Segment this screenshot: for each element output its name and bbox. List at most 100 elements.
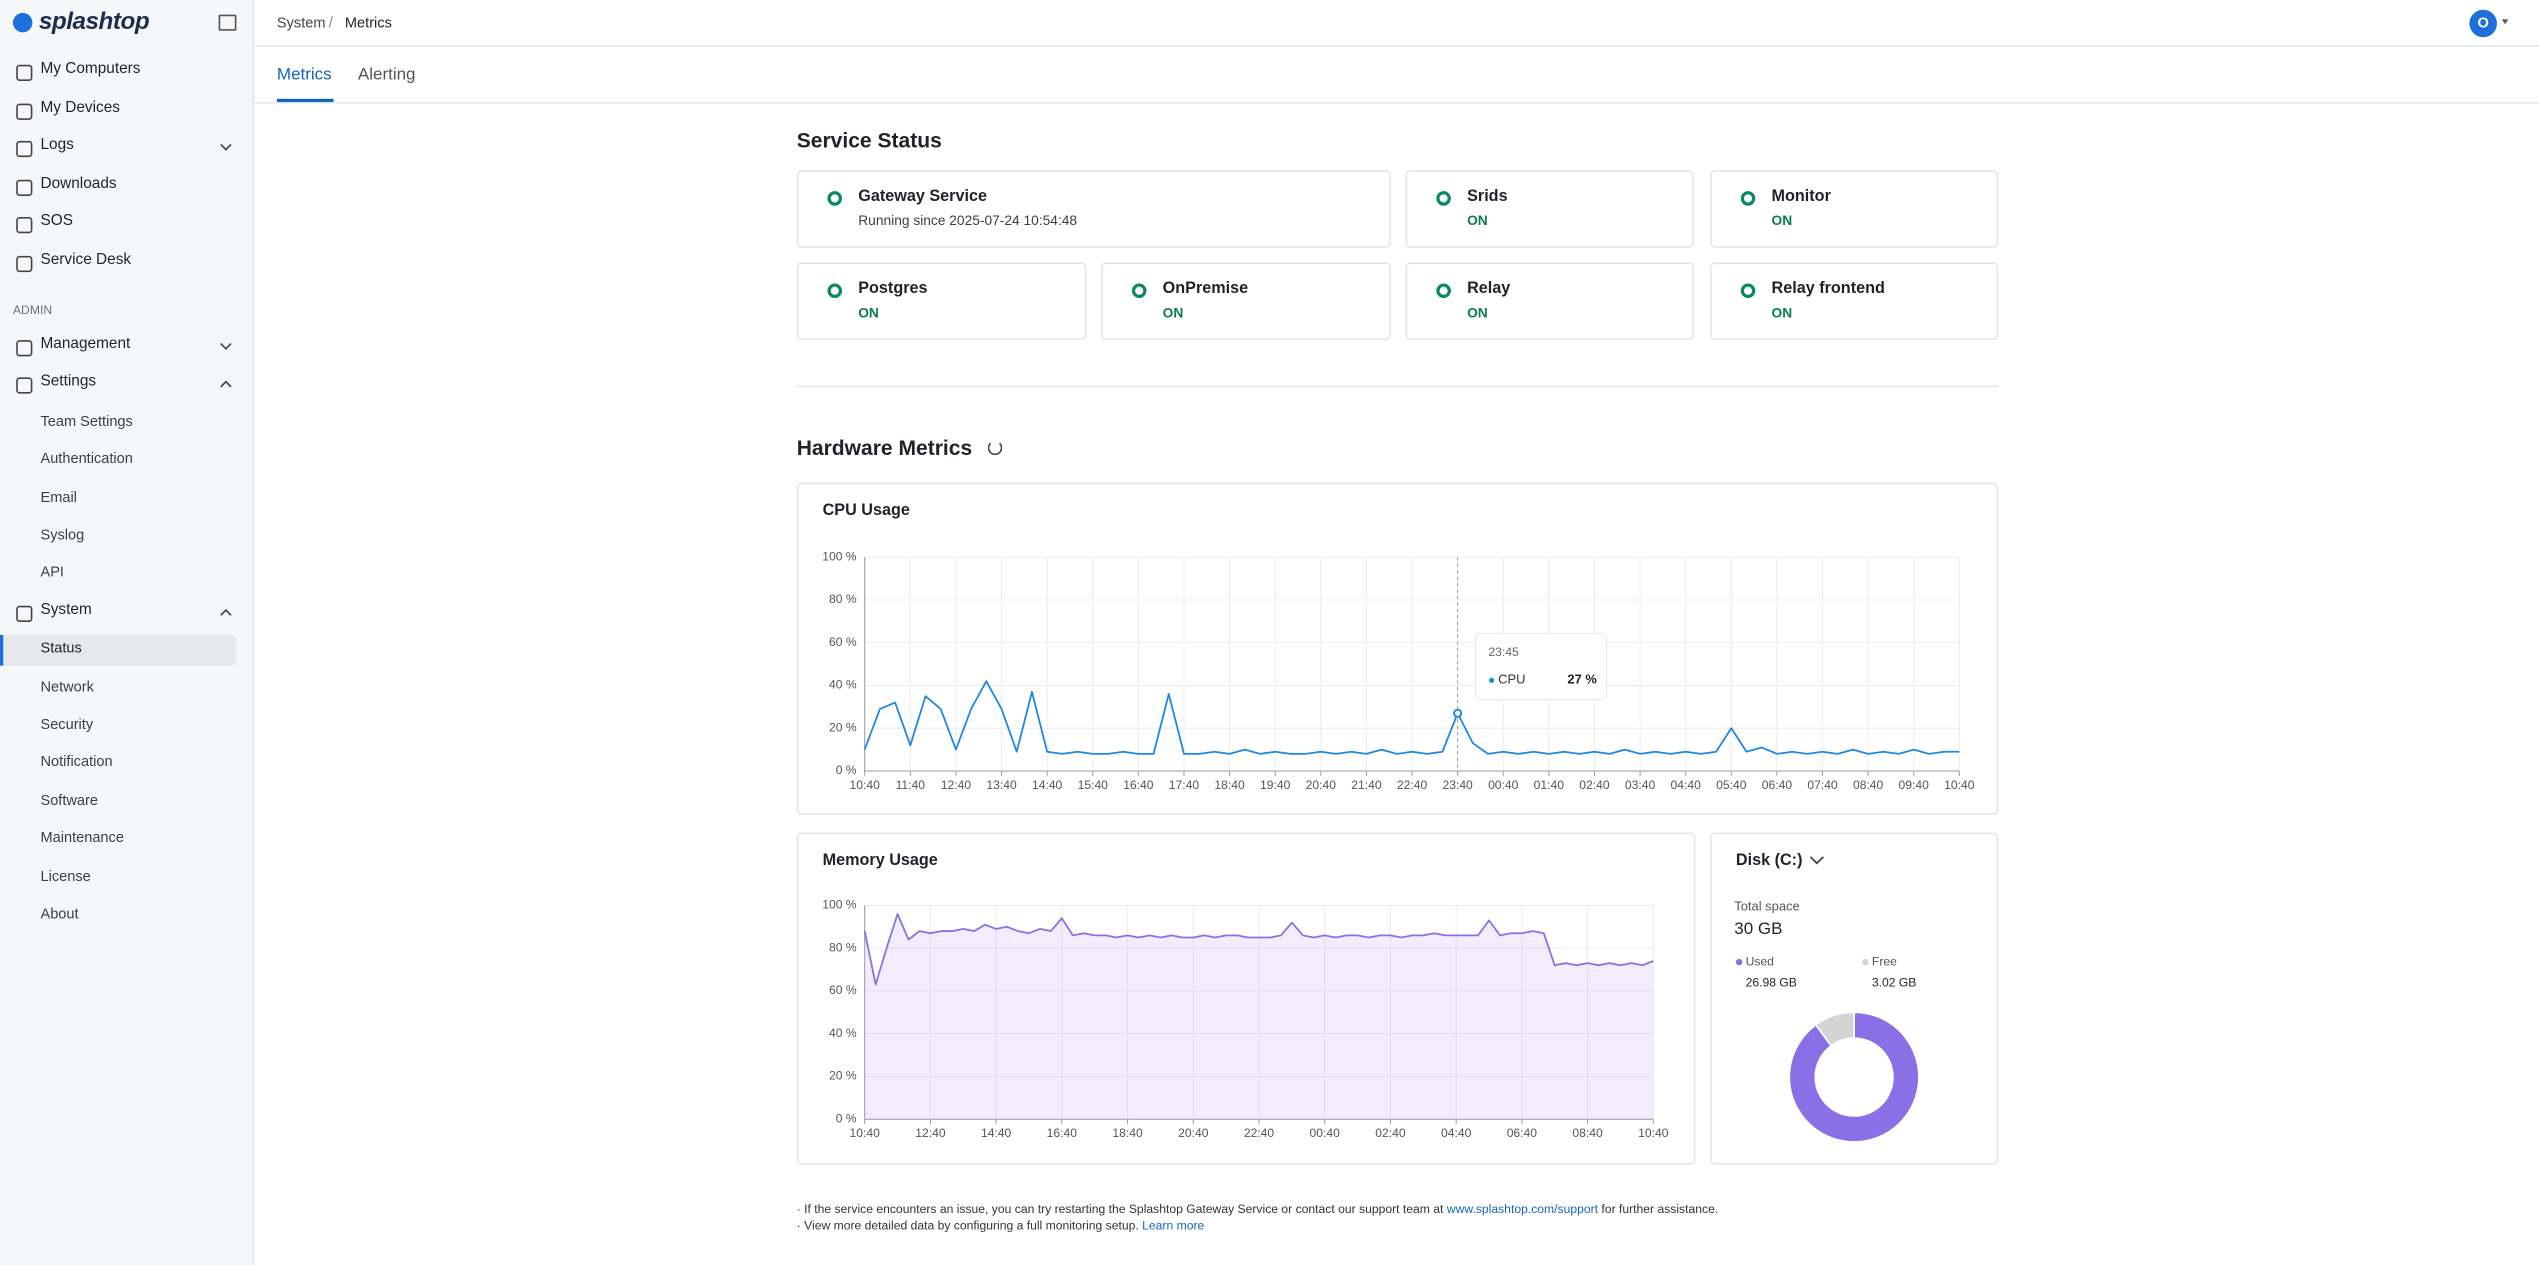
submenu-item[interactable]: License [40,867,91,884]
service-name: Monitor [1771,187,1831,206]
service-status: ON [1162,304,1184,321]
section-title: Service Status [796,127,942,153]
chart-title: Disk (C:) [1735,851,1803,870]
chevron [220,608,232,621]
chart-title: CPU Usage [822,502,910,520]
menu-item[interactable]: My Computers [40,59,141,78]
note-link[interactable]: Learn more [1142,1218,1205,1233]
breadcrumb[interactable]: System [276,14,326,31]
service-name: Srids [1467,187,1508,206]
service-status: Running since 2025-07-24 10:54:48 [858,212,1078,229]
collapse-icon[interactable] [218,14,237,31]
avatar[interactable]: O [2469,9,2497,38]
menu-item[interactable]: My Devices [40,97,120,116]
active-bar [0,635,4,667]
status-icon [1740,283,1756,299]
section-title: Hardware Metrics [796,435,973,460]
menu-item[interactable]: Management [40,335,131,354]
service-name: Gateway Service [858,187,987,206]
bullet: · [796,1201,805,1217]
breadcrumb: Metrics [344,14,392,31]
submenu-item[interactable]: Authentication [40,450,133,467]
service-card: Postgres ON [796,262,1087,341]
menu-icon [16,102,33,120]
chart-card: Memory Usage [796,832,1696,1165]
menu-icon [16,140,33,158]
active-bg [0,635,237,667]
service-card: OnPremise ON [1101,262,1391,341]
menu-icon [16,255,33,272]
status-icon [1131,283,1147,299]
avatar-caret [2501,19,2509,25]
breadcrumb-sep: / [328,14,333,31]
service-status: ON [858,304,879,321]
footer-note: · If the service encounters an issue, yo… [797,1202,1719,1217]
service-status: ON [1467,304,1488,321]
menu-icon [16,605,33,622]
section-label: ADMIN [12,302,53,318]
service-name: Relay [1467,280,1511,299]
tabs-border [252,102,2539,104]
chevron [220,139,232,151]
menu-item[interactable]: Service Desk [40,250,132,269]
menu-item[interactable]: Logs [40,136,74,154]
refresh-icon[interactable] [987,440,1003,456]
status-icon [1740,191,1756,206]
tab-underline [276,98,334,103]
service-name: Postgres [858,280,928,299]
submenu-item[interactable]: Team Settings [40,412,133,429]
bullet: · [796,1218,805,1233]
sidebar: splashtop My Computers My Devices Logs Downl… [0,0,255,1265]
submenu-item[interactable]: Maintenance [40,829,124,846]
tab[interactable]: Alerting [357,64,416,85]
footer-note: · View more detailed data by configuring… [797,1218,1205,1233]
submenu-item[interactable]: Security [40,715,94,733]
status-icon [1436,191,1451,206]
note-link[interactable]: www.splashtop.com/support [1446,1201,1599,1217]
service-card: Relay ON [1405,262,1694,341]
submenu-item[interactable]: Syslog [40,526,85,543]
menu-icon [16,178,33,196]
service-status: ON [1771,304,1793,321]
logo: splashtop [38,8,150,36]
service-card: Relay frontend ON [1709,262,1999,341]
logo-mark [12,12,33,33]
submenu-item[interactable]: Software [40,791,99,808]
menu-item[interactable]: System [40,600,92,619]
submenu-item[interactable]: Email [40,488,77,505]
header-border [252,45,2539,47]
service-card: Srids ON [1405,170,1694,248]
submenu-item[interactable]: Network [40,677,94,695]
service-card: Gateway Service Running since 2025-07-24 … [796,170,1391,248]
submenu-item[interactable]: Status [40,640,82,657]
menu-item[interactable]: Settings [40,373,97,391]
chevron [220,338,232,350]
note-text: for further assistance. [1601,1201,1719,1217]
status-icon [827,191,843,206]
chart-card: Disk (C:) [1709,832,1999,1165]
divider [796,385,1999,388]
service-card: Monitor ON [1709,170,1999,248]
service-name: OnPremise [1162,280,1249,299]
note-text: If the service encounters an issue, you … [804,1201,1444,1217]
tab[interactable]: Metrics [276,64,332,85]
menu-item[interactable]: SOS [40,212,73,230]
submenu-item[interactable]: API [40,564,64,581]
submenu-item[interactable]: Notification [40,753,113,770]
service-status: ON [1467,212,1488,229]
menu-icon [16,64,33,81]
menu-item[interactable]: Downloads [40,174,117,192]
service-name: Relay frontend [1771,280,1885,299]
chart-card: CPU Usage [796,482,1999,815]
service-status: ON [1771,212,1793,229]
chevron [220,381,232,393]
submenu-item[interactable]: About [40,905,79,922]
status-icon [827,283,843,299]
menu-icon [16,217,33,234]
chart-title: Memory Usage [822,851,938,870]
note-text: View more detailed data by configuring a… [804,1218,1139,1233]
status-icon [1436,283,1451,299]
menu-icon [16,378,33,395]
menu-icon [16,340,33,357]
